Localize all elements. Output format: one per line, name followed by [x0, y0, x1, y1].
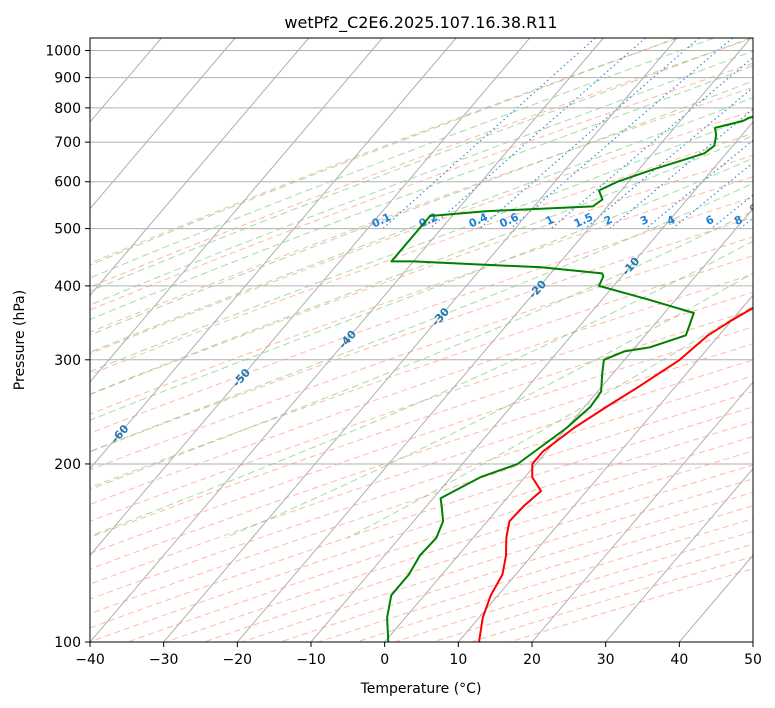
isotherm-line: [90, 38, 457, 470]
isotherm-line: [310, 121, 753, 642]
dry-adiabat: [90, 391, 753, 615]
y-axis-title: Pressure (hPa): [12, 290, 28, 390]
mixing-ratio-line: [479, 38, 700, 230]
moist-adiabat: [90, 210, 753, 491]
mixing-ratio-labels: 0.10.20.40.611.52346810131620253036: [370, 210, 772, 230]
grid-lines: [90, 38, 753, 642]
dry-adiabat: [90, 196, 753, 434]
x-tick-label: 20: [523, 652, 541, 668]
dry-adiabat: [203, 464, 753, 642]
dry-adiabat: [90, 236, 753, 471]
x-tick-label: 10: [449, 652, 467, 668]
isotherm-line: [90, 38, 383, 383]
dry-adiabat: [90, 359, 753, 585]
moist-adiabat: [347, 305, 753, 539]
y-tick-label: 100: [54, 635, 81, 651]
y-tick-label: 400: [54, 279, 81, 295]
temperature-line: [478, 306, 753, 642]
isotherm-line: [384, 207, 753, 642]
dewpoint-line: [386, 115, 753, 642]
mixing-ratio-label: 3: [638, 213, 650, 228]
plot-area: 0.10.20.40.611.52346810131620253036 -100…: [0, 38, 775, 642]
plot-frame: [89, 37, 754, 643]
isotherm-line: [457, 294, 753, 642]
isotherm-line: [90, 38, 531, 557]
dry-adiabat: [318, 505, 753, 642]
x-axis: −40 −30 −20 −10 0 10 20 30 40 50: [75, 642, 762, 668]
mixing-ratio-label: 6: [704, 213, 717, 228]
moist-adiabat: [90, 97, 753, 353]
isotherm-zero-label: 0: [747, 201, 762, 216]
dry-adiabat: [90, 309, 753, 538]
isotherm-line: [90, 38, 236, 210]
isotherm-line: [531, 381, 753, 642]
moist-adiabat: [90, 182, 753, 453]
chart-title: wetPf2_C2E6.2025.107.16.38.R11: [284, 13, 557, 33]
mixing-ratio-line: [609, 108, 753, 230]
dry-adiabat: [241, 478, 753, 642]
dry-adiabat: [90, 38, 679, 264]
moist-adiabat: [90, 38, 751, 292]
x-tick-label: 0: [380, 652, 389, 668]
mixing-ratio-label: 10: [752, 211, 772, 229]
dry-adiabat: [90, 38, 753, 288]
mixing-ratio-line: [763, 38, 775, 229]
isotherm-line: [90, 38, 604, 642]
isotherm-line: [752, 641, 753, 642]
y-tick-label: 800: [54, 101, 81, 117]
moist-adiabat: [90, 50, 753, 306]
mixing-ratio-line: [429, 38, 646, 230]
dry-adiabat: [356, 518, 753, 642]
x-tick-label: −40: [75, 652, 105, 668]
moist-adiabat: [224, 272, 753, 539]
isotherm-label: -70: [0, 479, 9, 503]
dry-adiabat: [90, 343, 753, 570]
y-axis: 100 200 300 400 500 600 700 800 900 1000: [45, 44, 90, 651]
mixing-ratio-line: [550, 56, 753, 230]
x-tick-label: 50: [744, 652, 762, 668]
x-tick-label: −20: [223, 652, 253, 668]
dry-adiabat: [90, 406, 753, 629]
dry-adiabat: [432, 543, 753, 642]
dry-adiabat: [90, 176, 753, 415]
y-tick-label: 500: [54, 222, 81, 238]
series-lines: [386, 115, 753, 642]
x-tick-label: 30: [597, 652, 615, 668]
y-tick-label: 200: [54, 457, 81, 473]
moist-adiabat: [90, 157, 753, 421]
y-tick-label: 300: [54, 353, 81, 369]
x-tick-label: −10: [296, 652, 326, 668]
y-tick-label: 900: [54, 71, 81, 87]
moist-adiabat: [90, 65, 753, 320]
mixing-ratio-label: 2: [602, 213, 614, 228]
moist-adiabat: [90, 135, 753, 395]
mixing-ratio-line: [382, 38, 596, 230]
dry-adiabat: [509, 568, 753, 642]
mixing-ratio-line: [672, 162, 753, 230]
isotherm-line: [163, 38, 678, 642]
moist-adiabat: [90, 115, 753, 373]
mixing-ratio-line: [510, 38, 733, 230]
y-tick-label: 700: [54, 135, 81, 151]
mixing-ratio-label: 0.1: [370, 210, 393, 230]
dry-adiabat: [90, 62, 753, 311]
isotherm-labels: -100-90-80-70-60-50-40-30-20-10: [0, 254, 643, 503]
dry-adiabat: [90, 291, 753, 522]
isotherm-line: [236, 38, 752, 642]
x-tick-label: −30: [149, 652, 179, 668]
moist-adiabat: [90, 240, 753, 537]
y-tick-label: 1000: [45, 44, 81, 60]
isotherm-line: [90, 38, 310, 297]
x-tick-label: 40: [670, 652, 688, 668]
mixing-ratio-line: [584, 86, 753, 230]
dry-adiabat: [127, 436, 753, 642]
isotherm-line: [605, 467, 753, 642]
dry-adiabat: [90, 255, 753, 488]
y-tick-label: 600: [54, 175, 81, 191]
x-axis-title: Temperature (°C): [360, 681, 482, 697]
mixing-ratio-label: 1.5: [572, 210, 595, 230]
moist-adiabat: [90, 80, 753, 336]
